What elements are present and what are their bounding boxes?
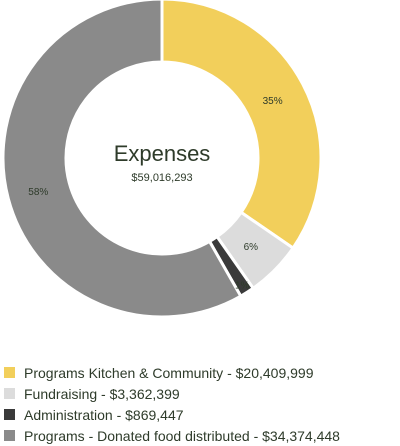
legend-label: Programs - Donated food distributed - $3…: [24, 427, 340, 444]
expenses-donut-chart: 35% 6% 1% 58% Expenses $59,016,293: [1, 0, 323, 319]
donut-slice-programs-kitchen-community: [160, 0, 323, 251]
slice-percent-labels: 35% 6% 1% 58%: [28, 96, 282, 292]
slice-percent-label: 35%: [263, 96, 283, 107]
donut-slice-programs-donated-food-distributed: [1, 0, 243, 319]
slice-percent-label: 6%: [244, 242, 259, 253]
donut-slices: [1, 0, 323, 319]
legend-item: Fundraising - $3,362,399: [4, 383, 396, 404]
slice-percent-label: 58%: [28, 187, 48, 198]
legend-item: Programs - Donated food distributed - $3…: [4, 425, 396, 446]
slice-percent-label: 1%: [235, 281, 250, 292]
chart-legend: Programs Kitchen & Community - $20,409,9…: [4, 362, 396, 446]
legend-label: Fundraising - $3,362,399: [24, 385, 180, 402]
chart-total: $59,016,293: [131, 172, 192, 184]
legend-label: Administration - $869,447: [24, 406, 184, 423]
legend-item: Programs Kitchen & Community - $20,409,9…: [4, 362, 396, 383]
legend-item: Administration - $869,447: [4, 404, 396, 425]
legend-swatch: [4, 367, 15, 378]
legend-swatch: [4, 409, 15, 420]
legend-swatch: [4, 388, 15, 399]
legend-label: Programs Kitchen & Community - $20,409,9…: [24, 364, 314, 381]
chart-title: Expenses: [114, 141, 211, 166]
legend-swatch: [4, 430, 15, 441]
